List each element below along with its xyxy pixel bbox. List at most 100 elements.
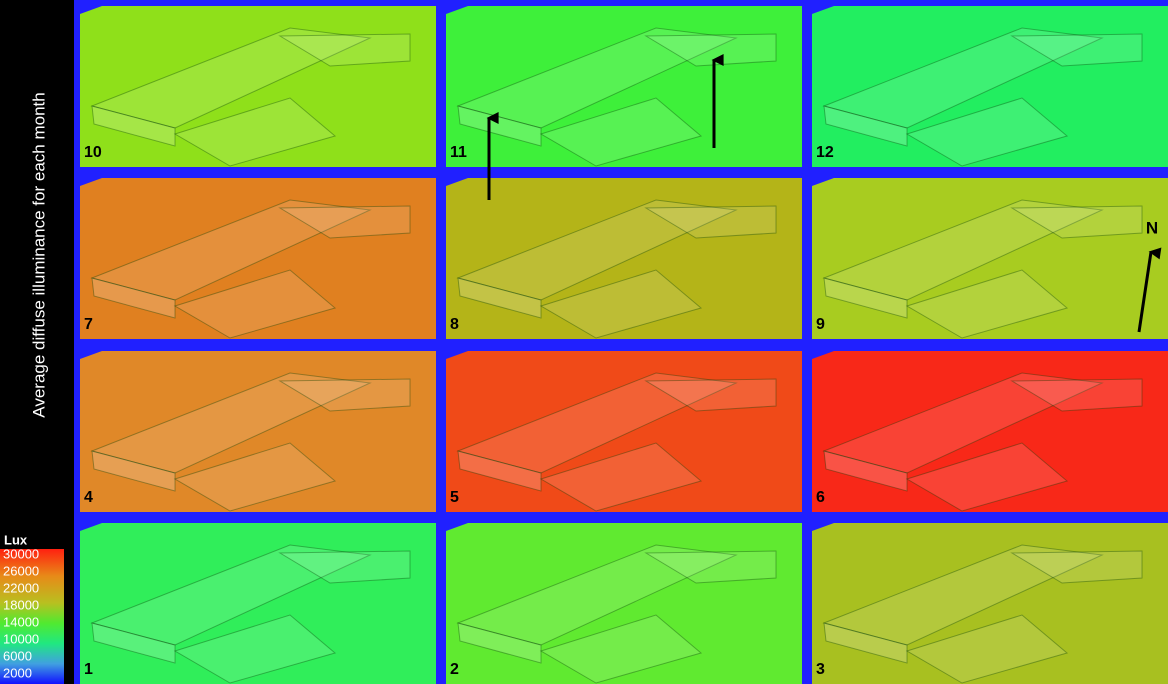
panel-image bbox=[446, 523, 802, 684]
building bbox=[90, 372, 372, 474]
building bbox=[1010, 550, 1143, 584]
building bbox=[1010, 378, 1143, 412]
legend-label: 30000 bbox=[3, 546, 39, 561]
panel-label: 5 bbox=[450, 489, 459, 506]
panel: 2 bbox=[446, 523, 802, 684]
building bbox=[91, 450, 176, 492]
panel-image bbox=[80, 178, 436, 339]
building bbox=[278, 33, 411, 67]
legend-label: 26000 bbox=[3, 563, 39, 578]
building bbox=[539, 269, 703, 339]
panel: 6 bbox=[812, 351, 1168, 512]
panel: 12 bbox=[812, 6, 1168, 167]
building bbox=[823, 277, 908, 319]
north-arrow bbox=[1137, 247, 1162, 333]
building bbox=[457, 105, 542, 147]
panel-corner bbox=[812, 351, 834, 359]
panel-label: 9 bbox=[816, 316, 825, 333]
building bbox=[90, 544, 372, 646]
panel-corner bbox=[446, 351, 468, 359]
panel: 4 bbox=[80, 351, 436, 512]
building bbox=[456, 199, 738, 301]
panel: 10 bbox=[80, 6, 436, 167]
building bbox=[539, 614, 703, 684]
panel: 8 bbox=[446, 178, 802, 339]
building bbox=[644, 378, 777, 412]
panel-image bbox=[446, 178, 802, 339]
legend-label: 2000 bbox=[3, 665, 32, 680]
building bbox=[173, 269, 337, 339]
building bbox=[457, 622, 542, 664]
panel: 3 bbox=[812, 523, 1168, 684]
legend-label: 22000 bbox=[3, 580, 39, 595]
building bbox=[823, 622, 908, 664]
building bbox=[456, 372, 738, 474]
panel-corner bbox=[80, 6, 102, 14]
panel-label: 2 bbox=[450, 661, 459, 678]
building bbox=[905, 442, 1069, 512]
panel: 9 bbox=[812, 178, 1168, 339]
panel-image bbox=[812, 178, 1168, 339]
panel-label: 3 bbox=[816, 661, 825, 678]
panel-label: 4 bbox=[84, 489, 93, 506]
building bbox=[278, 205, 411, 239]
building bbox=[644, 550, 777, 584]
panel-corner bbox=[446, 6, 468, 14]
building bbox=[91, 105, 176, 147]
building bbox=[278, 550, 411, 584]
panel-corner bbox=[80, 351, 102, 359]
building bbox=[278, 378, 411, 412]
building bbox=[457, 450, 542, 492]
building bbox=[1010, 33, 1143, 67]
north-label: N bbox=[1146, 218, 1158, 237]
building bbox=[822, 27, 1104, 129]
building bbox=[173, 442, 337, 512]
legend-label: 10000 bbox=[3, 631, 39, 646]
panel-label: 6 bbox=[816, 489, 825, 506]
panel-corner bbox=[446, 523, 468, 531]
building bbox=[90, 27, 372, 129]
building bbox=[905, 97, 1069, 167]
building bbox=[822, 199, 1104, 301]
legend-label: 14000 bbox=[3, 614, 39, 629]
panel-image bbox=[80, 6, 436, 167]
legend-label: 6000 bbox=[3, 648, 32, 663]
panel-label: 12 bbox=[816, 144, 834, 161]
building bbox=[644, 33, 777, 67]
panel-label: 10 bbox=[84, 144, 102, 161]
annotations: N bbox=[486, 54, 1162, 333]
panel-corner bbox=[80, 523, 102, 531]
panel-image bbox=[446, 6, 802, 167]
panel-corner bbox=[812, 178, 834, 186]
panel-image bbox=[812, 6, 1168, 167]
building bbox=[91, 622, 176, 664]
building bbox=[173, 97, 337, 167]
sidebar-title: Average diffuse illuminance for each mon… bbox=[29, 92, 48, 417]
building bbox=[456, 27, 738, 129]
legend-title: Lux bbox=[4, 532, 28, 547]
panel: 11 bbox=[446, 6, 802, 167]
building bbox=[90, 199, 372, 301]
panel-corner bbox=[812, 6, 834, 14]
panel-corner bbox=[80, 178, 102, 186]
panel-label: 8 bbox=[450, 316, 459, 333]
panel-corner bbox=[812, 523, 834, 531]
building bbox=[905, 269, 1069, 339]
panel: 5 bbox=[446, 351, 802, 512]
panel-image bbox=[812, 523, 1168, 684]
building bbox=[905, 614, 1069, 684]
panel: 7 bbox=[80, 178, 436, 339]
building bbox=[539, 442, 703, 512]
panel-image bbox=[812, 351, 1168, 512]
panel-label: 11 bbox=[450, 144, 467, 161]
panel-image bbox=[80, 351, 436, 512]
building bbox=[823, 105, 908, 147]
panel-label: 1 bbox=[84, 661, 93, 678]
building bbox=[539, 97, 703, 167]
building bbox=[644, 205, 777, 239]
panel: 1 bbox=[80, 523, 436, 684]
building bbox=[822, 544, 1104, 646]
building bbox=[91, 277, 176, 319]
